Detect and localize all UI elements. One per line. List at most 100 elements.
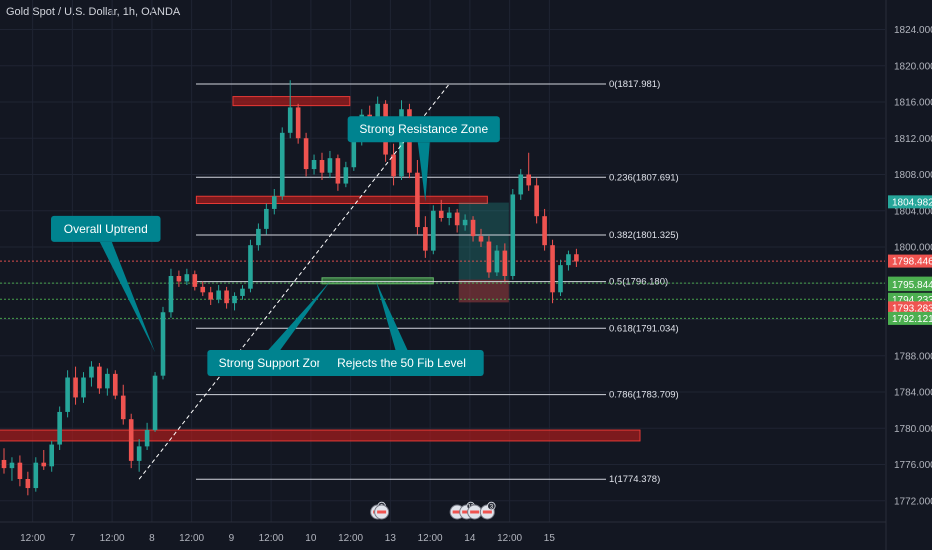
candle-body <box>41 462 47 467</box>
fib-level-label: 0(1817.981) <box>609 79 660 90</box>
time-axis-tick: 12:00 <box>20 533 45 544</box>
candle <box>486 236 492 278</box>
position-tool <box>458 202 509 303</box>
candle <box>97 363 102 394</box>
candle-body <box>502 250 508 276</box>
candle-body <box>240 288 245 296</box>
candle-body <box>391 154 396 177</box>
callout-pointer <box>99 241 156 353</box>
candle-body <box>248 245 253 289</box>
price-tag-label: 1798.446 <box>892 257 932 268</box>
price-tag: 1792.121 <box>888 311 932 325</box>
callout: Rejects the 50 Fib Level <box>319 281 484 376</box>
candle-body <box>176 276 182 282</box>
candle-body <box>81 377 86 398</box>
candle-body <box>518 174 524 195</box>
candle <box>17 455 23 487</box>
candle <box>431 205 436 255</box>
candle <box>256 223 261 251</box>
event-marker-badge <box>487 501 496 511</box>
candle <box>105 368 110 396</box>
candle <box>526 152 531 191</box>
candle <box>248 239 253 293</box>
candle <box>423 216 428 258</box>
callout-text: Overall Uptrend <box>64 222 148 236</box>
candle-body <box>566 254 571 266</box>
candle-body <box>216 290 221 300</box>
event-marker-flag <box>377 510 387 514</box>
price-tags: 1804.9821798.4461796.0161795.8441794.233… <box>888 195 932 325</box>
callout-pointer <box>376 281 408 350</box>
candle <box>1 448 7 474</box>
candle <box>574 248 579 267</box>
candle-body <box>160 312 166 376</box>
price-tag-bg <box>888 254 932 268</box>
position-target-area <box>458 202 509 280</box>
candle-body <box>431 210 436 251</box>
candle-body <box>73 377 78 398</box>
candle <box>9 457 15 481</box>
callout-text: Strong Support Zone <box>219 356 331 370</box>
candle <box>518 169 524 200</box>
event-marker-flag <box>462 510 472 514</box>
price-axis-tick: 1776.000 <box>894 460 932 471</box>
price-axis-tick: 1816.000 <box>894 98 932 109</box>
candle-body <box>256 228 261 246</box>
price-tag: 1793.283 <box>888 301 932 315</box>
candle-body <box>89 366 94 378</box>
candle <box>120 384 126 425</box>
candle <box>470 216 476 242</box>
price-tag-bg <box>888 278 932 292</box>
callout-pointer <box>268 281 330 350</box>
candle <box>279 127 285 200</box>
candle <box>25 471 31 496</box>
candle <box>542 208 547 251</box>
candle-body <box>57 411 62 445</box>
candle <box>510 189 516 280</box>
candle <box>152 372 158 432</box>
candle <box>136 439 142 472</box>
candle-body <box>510 194 516 276</box>
support-zone-2 <box>321 277 434 285</box>
event-marker-flag <box>470 510 480 514</box>
candle <box>144 422 150 450</box>
time-axis-tick: 10 <box>305 533 317 544</box>
callout-box <box>51 215 161 242</box>
candle-body <box>335 158 341 184</box>
candle-body <box>152 375 158 431</box>
candle <box>446 207 452 226</box>
candle <box>391 143 396 186</box>
time-axis-tick: 12:00 <box>259 533 284 544</box>
event-marker-icon <box>374 504 390 520</box>
candle <box>264 203 269 235</box>
candle <box>462 214 468 231</box>
fibonacci-retracement: 0(1817.981) 0.236(1807.691) 0.382(1801.325… <box>196 79 679 485</box>
candle <box>415 160 420 235</box>
time-axis-tick: 8 <box>149 533 155 544</box>
price-axis-tick: 1804.000 <box>894 206 932 217</box>
price-axis-tick: 1784.000 <box>894 388 932 399</box>
candle <box>335 154 341 191</box>
callout-box <box>319 350 484 376</box>
candle-body <box>105 373 110 389</box>
event-marker-icon <box>467 504 483 520</box>
callout-pointer <box>417 142 430 202</box>
candle <box>73 366 78 405</box>
candle-body <box>192 274 198 287</box>
candle <box>494 245 500 276</box>
candle-body <box>97 366 102 389</box>
candle <box>478 228 484 247</box>
candle-body <box>287 107 293 133</box>
price-tag-label: 1795.844 <box>892 280 932 291</box>
candle <box>566 250 571 271</box>
callout-text: Rejects the 50 Fib Level <box>337 356 466 370</box>
candle-body <box>415 172 420 228</box>
candle <box>200 281 206 296</box>
candle <box>534 178 539 224</box>
resistance-zone-0 <box>232 96 351 107</box>
callout-box <box>207 350 342 376</box>
candle-body <box>446 212 452 218</box>
price-tag: 1795.844 <box>888 278 932 292</box>
